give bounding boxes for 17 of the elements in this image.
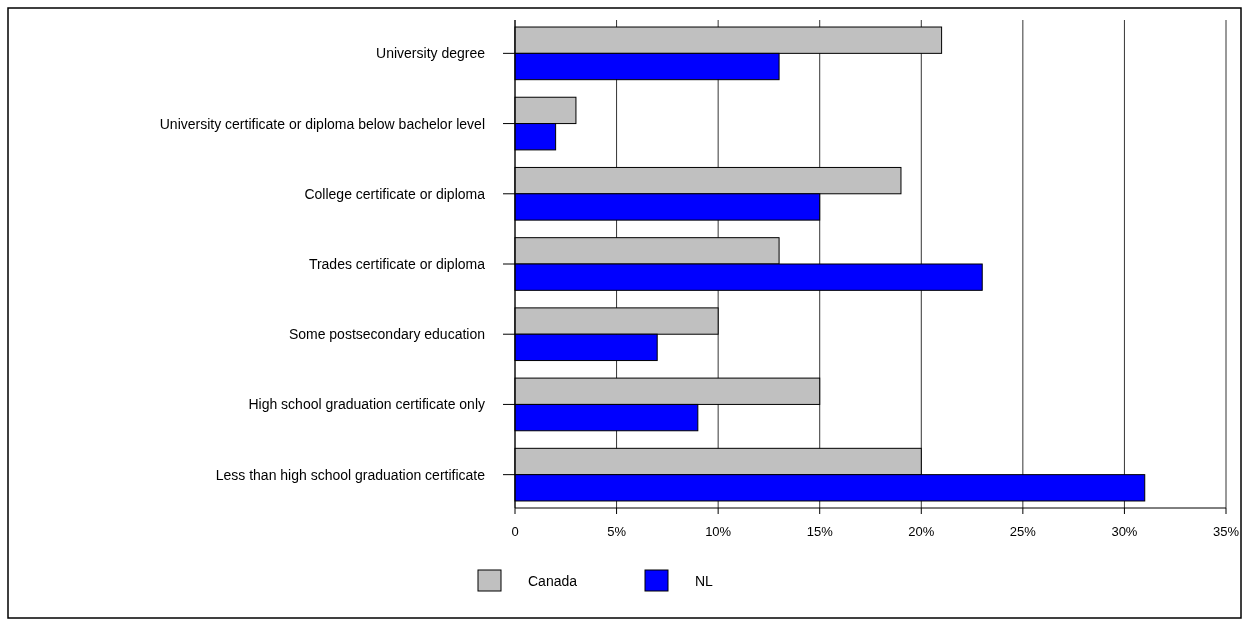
x-tick-label: 20% (908, 524, 935, 539)
legend-label: NL (695, 573, 714, 589)
y-tick-label: University degree (376, 45, 486, 62)
y-tick-label: Less than high school graduation certificate (215, 466, 486, 483)
x-tick-label: 30% (1111, 524, 1138, 539)
x-tick-label: 25% (1009, 524, 1037, 539)
x-tick-label: 10% (705, 524, 732, 539)
y-tick-label: Trades certificate or diploma (308, 256, 486, 272)
y-tick-label: University certificate or diploma below bachelor level (159, 115, 485, 132)
x-tick-label: 5% (607, 524, 627, 539)
y-tick-label: High school graduation certificate only (248, 396, 485, 413)
x-tick-label: 0 (511, 524, 519, 539)
y-tick-label: Some postsecondary education (288, 326, 485, 343)
y-tick-label: College certificate or diploma (304, 185, 486, 202)
x-tick-label: 35% (1212, 524, 1240, 539)
x-tick-label: 15% (806, 524, 834, 539)
legend-label: Canada (528, 573, 578, 589)
